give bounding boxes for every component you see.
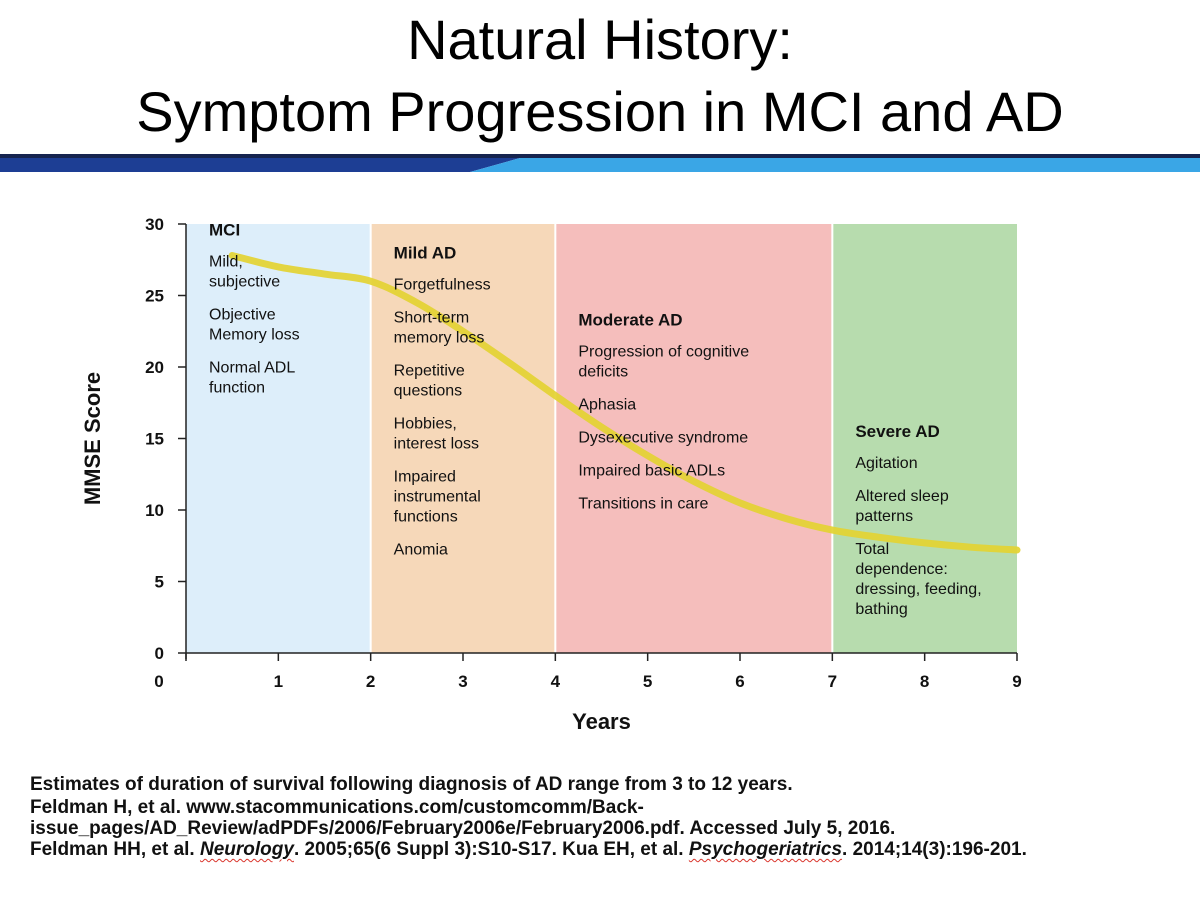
symptom-label: Aphasia bbox=[578, 397, 636, 414]
x-axis-label: Years bbox=[572, 709, 631, 734]
x-tick-label: 8 bbox=[920, 672, 929, 691]
symptom-label: Objective bbox=[209, 306, 276, 323]
y-tick-label: 5 bbox=[155, 573, 164, 592]
symptom-label: Forgetfulness bbox=[394, 276, 491, 293]
symptom-label: Short-term bbox=[394, 309, 470, 326]
symptom-label: Memory loss bbox=[209, 326, 300, 343]
reference-feldman-2005-citation: . 2005;65(6 Suppl 3):S10-S17. Kua EH, et… bbox=[293, 839, 684, 860]
mmse-chart: 0 5 10 15 20 25 30 0 1 2 3 4 5 6 7 8 9 Years MMSE Score MC… bbox=[80, 215, 1022, 734]
x-tick-label: 3 bbox=[458, 672, 467, 691]
references: Feldman H, et al. www.stacommunications.… bbox=[30, 797, 1180, 860]
banner-dark-stripe bbox=[0, 154, 1200, 158]
x-tick-label: 0 bbox=[154, 672, 163, 691]
symptom-label: Hobbies, bbox=[394, 415, 457, 432]
y-tick-label: 20 bbox=[145, 358, 164, 377]
y-axis-label: MMSE Score bbox=[80, 372, 105, 505]
zone-title-severe-ad: Severe AD bbox=[855, 422, 939, 441]
y-tick-label: 30 bbox=[145, 215, 164, 234]
y-tick-label: 0 bbox=[155, 644, 164, 663]
symptom-label: Altered sleep bbox=[855, 488, 948, 505]
symptom-label: dependence: bbox=[855, 561, 948, 578]
symptom-label: function bbox=[209, 379, 265, 396]
x-tick-label: 6 bbox=[735, 672, 744, 691]
zone-severe-ad bbox=[832, 224, 1017, 653]
symptom-label: dressing, feeding, bbox=[855, 581, 981, 598]
slide-title-line-1: Natural History: bbox=[407, 8, 793, 71]
symptom-label: Total bbox=[855, 541, 889, 558]
symptom-label: instrumental bbox=[394, 488, 481, 505]
slide-title-line-2: Symptom Progression in MCI and AD bbox=[136, 80, 1064, 143]
reference-kua-citation: . 2014;14(3):196-201. bbox=[842, 839, 1027, 860]
banner-light-stripe bbox=[470, 158, 1200, 172]
symptom-label: patterns bbox=[855, 508, 913, 525]
zone-mci bbox=[186, 224, 371, 653]
symptom-label: memory loss bbox=[394, 329, 485, 346]
zone-title-mild-ad: Mild AD bbox=[394, 243, 457, 262]
x-tick-label: 2 bbox=[366, 672, 375, 691]
x-tick-label: 5 bbox=[643, 672, 652, 691]
y-tick-label: 10 bbox=[145, 501, 164, 520]
symptom-label: deficits bbox=[578, 364, 628, 381]
reference-feldman-2006: Feldman H, et al. www.stacommunications.… bbox=[30, 797, 896, 839]
y-tick-label: 15 bbox=[145, 430, 164, 449]
symptom-label: Normal ADL bbox=[209, 359, 295, 376]
symptom-label: Agitation bbox=[855, 455, 917, 472]
symptom-label: Dysexecutive syndrome bbox=[578, 430, 748, 447]
zone-title-mci: MCI bbox=[209, 220, 240, 239]
symptom-label: Impaired bbox=[394, 468, 456, 485]
header-banner bbox=[0, 154, 1200, 172]
x-tick-label: 1 bbox=[274, 672, 283, 691]
zone-moderate-ad bbox=[555, 224, 833, 653]
symptom-label: Repetitive bbox=[394, 362, 465, 379]
x-tick-label: 4 bbox=[551, 672, 561, 691]
symptom-label: Impaired basic ADLs bbox=[578, 463, 725, 480]
y-tick-label: 25 bbox=[145, 287, 164, 306]
banner-mid-stripe bbox=[0, 158, 520, 172]
symptom-label: questions bbox=[394, 382, 463, 399]
symptom-label: Mild, bbox=[209, 253, 243, 270]
reference-feldman-2005-authors: Feldman HH, et al. bbox=[30, 839, 195, 860]
mmse-curve bbox=[228, 251, 1021, 554]
reference-journal-neurology: Neurology bbox=[199, 839, 294, 860]
x-tick-label: 9 bbox=[1012, 672, 1021, 691]
zone-title-moderate-ad: Moderate AD bbox=[578, 311, 682, 330]
symptom-label: interest loss bbox=[394, 435, 479, 452]
symptom-label: subjective bbox=[209, 273, 280, 290]
symptom-label: Transitions in care bbox=[578, 496, 708, 513]
x-tick-label: 7 bbox=[828, 672, 837, 691]
symptom-label: bathing bbox=[855, 601, 908, 618]
symptom-label: functions bbox=[394, 508, 458, 525]
symptom-label: Progression of cognitive bbox=[578, 344, 749, 361]
reference-journal-psychogeriatrics: Psychogeriatrics bbox=[688, 839, 843, 860]
survival-note: Estimates of duration of survival follow… bbox=[30, 774, 793, 795]
symptom-label: Anomia bbox=[394, 541, 448, 558]
